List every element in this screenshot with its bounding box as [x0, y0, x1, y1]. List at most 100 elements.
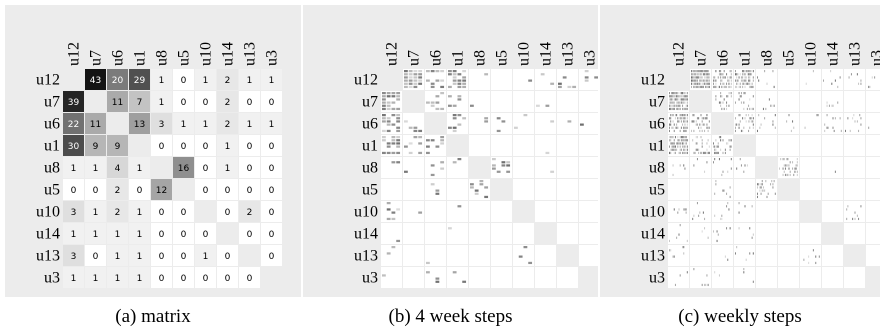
timeline-mark: [684, 208, 686, 211]
timeline-mark: [685, 211, 687, 214]
cell-value: 0: [269, 98, 275, 108]
timeline-mark: [713, 76, 714, 79]
timeline-mark: [430, 82, 435, 85]
timeline-cell-u7-u12: [381, 91, 402, 112]
timeline-cell-u7-u6: [712, 91, 733, 112]
cell-value: 0: [159, 230, 165, 240]
timeline-mark: [707, 79, 709, 82]
timeline-mark: [545, 104, 550, 107]
timeline-mark: [714, 214, 716, 217]
matrix-cell-u3-u6: [107, 267, 128, 288]
timeline-mark: [834, 117, 836, 120]
timeline-mark: [720, 76, 722, 79]
timeline-cell-u3-u7: [403, 267, 424, 288]
timeline-mark: [720, 79, 722, 82]
timeline-mark: [404, 82, 408, 85]
cell-background: [690, 157, 711, 178]
timeline-mark: [720, 148, 722, 151]
timeline-mark: [760, 183, 762, 186]
timeline-mark: [743, 101, 745, 104]
timeline-mark: [767, 192, 769, 195]
timeline-cell-u3-u14: [822, 267, 843, 288]
timeline-mark: [718, 274, 720, 277]
timeline-mark: [396, 142, 401, 145]
timeline-mark: [854, 120, 856, 123]
timeline-mark: [682, 95, 684, 98]
timeline-mark: [706, 70, 708, 73]
timeline-mark: [743, 73, 745, 76]
timeline-mark: [869, 85, 871, 89]
timeline-mark: [386, 145, 391, 148]
cell-background: [668, 267, 689, 288]
timeline-mark: [685, 104, 687, 107]
timeline-cell-u3-u8: [469, 267, 490, 288]
timeline-mark: [435, 277, 440, 280]
timeline-mark: [670, 123, 672, 126]
cell-background: [712, 69, 733, 90]
diagonal-cell: [129, 135, 150, 156]
timeline-mark: [677, 139, 679, 142]
timeline-mark: [452, 76, 457, 79]
timeline-mark: [749, 76, 751, 79]
timeline-cell-u3-u10: [513, 267, 534, 288]
cell-value: 2: [225, 76, 231, 86]
timeline-mark: [868, 126, 870, 129]
timeline-mark: [435, 70, 440, 73]
cell-background: [800, 91, 821, 112]
cell-background: [844, 91, 865, 112]
timeline-mark: [386, 151, 391, 155]
timeline-mark: [721, 214, 723, 217]
matrix-cell-u8-u1: [129, 157, 150, 178]
timeline-mark: [786, 173, 788, 177]
timeline-cell-u12-u13: [557, 69, 578, 90]
timeline-mark: [679, 224, 681, 227]
timeline-mark: [672, 92, 674, 95]
cell-value: 0: [159, 142, 165, 152]
timeline-mark: [386, 142, 391, 145]
timeline-mark: [684, 95, 686, 98]
timeline-mark: [669, 249, 670, 252]
timeline-mark: [730, 167, 732, 170]
timeline-mark: [783, 164, 785, 167]
timeline-mark: [677, 92, 679, 95]
timeline-mark: [831, 82, 833, 85]
timeline-mark: [462, 280, 467, 283]
cell-background: [668, 179, 689, 200]
timeline-mark: [678, 208, 680, 211]
timeline-cell-u8-u6: [712, 157, 733, 178]
timeline-mark: [840, 129, 842, 133]
timeline-mark: [670, 117, 672, 120]
timeline-mark: [440, 107, 445, 111]
cell-value: 0: [225, 252, 231, 262]
timeline-mark: [837, 101, 839, 104]
timeline-mark: [708, 73, 710, 76]
timeline-mark: [700, 70, 702, 73]
timeline-mark: [672, 142, 674, 145]
timeline-mark: [705, 151, 707, 155]
timeline-cell-u5-u3: [579, 179, 598, 200]
cell-background: [822, 179, 843, 200]
timeline-mark: [740, 101, 742, 104]
timeline-mark: [584, 70, 589, 73]
matrix-cell-u5-u14: [217, 179, 238, 200]
timeline-mark: [707, 76, 709, 79]
timeline-mark: [786, 164, 788, 167]
timeline-mark: [736, 79, 738, 82]
row-label-u1: u1: [44, 138, 60, 155]
cell-background: [866, 223, 880, 244]
timeline-mark: [773, 104, 775, 107]
timeline-mark: [382, 101, 386, 104]
timeline-mark: [720, 73, 722, 76]
timeline-mark: [745, 114, 747, 117]
timeline-mark: [727, 170, 729, 173]
cell-background: [535, 201, 556, 222]
timeline-cell-u13-u7: [403, 245, 424, 266]
timeline-mark: [698, 151, 700, 155]
cell-background: [579, 135, 598, 156]
timeline-mark: [796, 161, 798, 164]
timeline-mark: [684, 139, 686, 142]
timeline-mark: [699, 79, 701, 82]
cell-value: 3: [159, 120, 165, 130]
row-label-u3: u3: [362, 270, 378, 287]
timeline-mark: [408, 73, 413, 76]
